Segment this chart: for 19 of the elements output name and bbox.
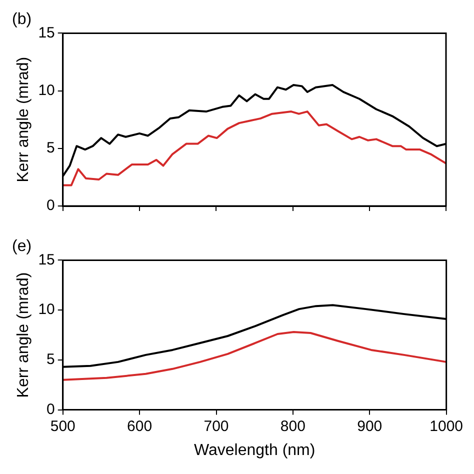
chart-title: (b)	[12, 11, 32, 28]
y-tick-label: 10	[38, 82, 55, 99]
y-tick-label: 5	[46, 351, 55, 368]
x-tick-label: 700	[204, 418, 229, 435]
x-tick-label: 600	[127, 418, 152, 435]
y-tick-label: 10	[38, 301, 55, 318]
x-tick-label: 900	[357, 418, 382, 435]
x-tick-label: 500	[50, 418, 76, 435]
y-axis-title: Kerr angle (mrad)	[15, 272, 32, 398]
y-tick-label: 15	[38, 24, 55, 42]
x-axis-title: Wavelength (nm)	[194, 442, 316, 459]
x-tick-label: 800	[280, 418, 306, 435]
y-tick-label: 15	[38, 251, 55, 268]
y-axis-title: Kerr angle (mrad)	[15, 56, 32, 182]
y-tick-label: 5	[46, 140, 55, 157]
x-tick-label: 1000	[430, 418, 464, 435]
y-tick-label: 0	[46, 400, 55, 418]
y-tick-label: 0	[46, 197, 55, 214]
chart-title: (e)	[12, 238, 32, 256]
